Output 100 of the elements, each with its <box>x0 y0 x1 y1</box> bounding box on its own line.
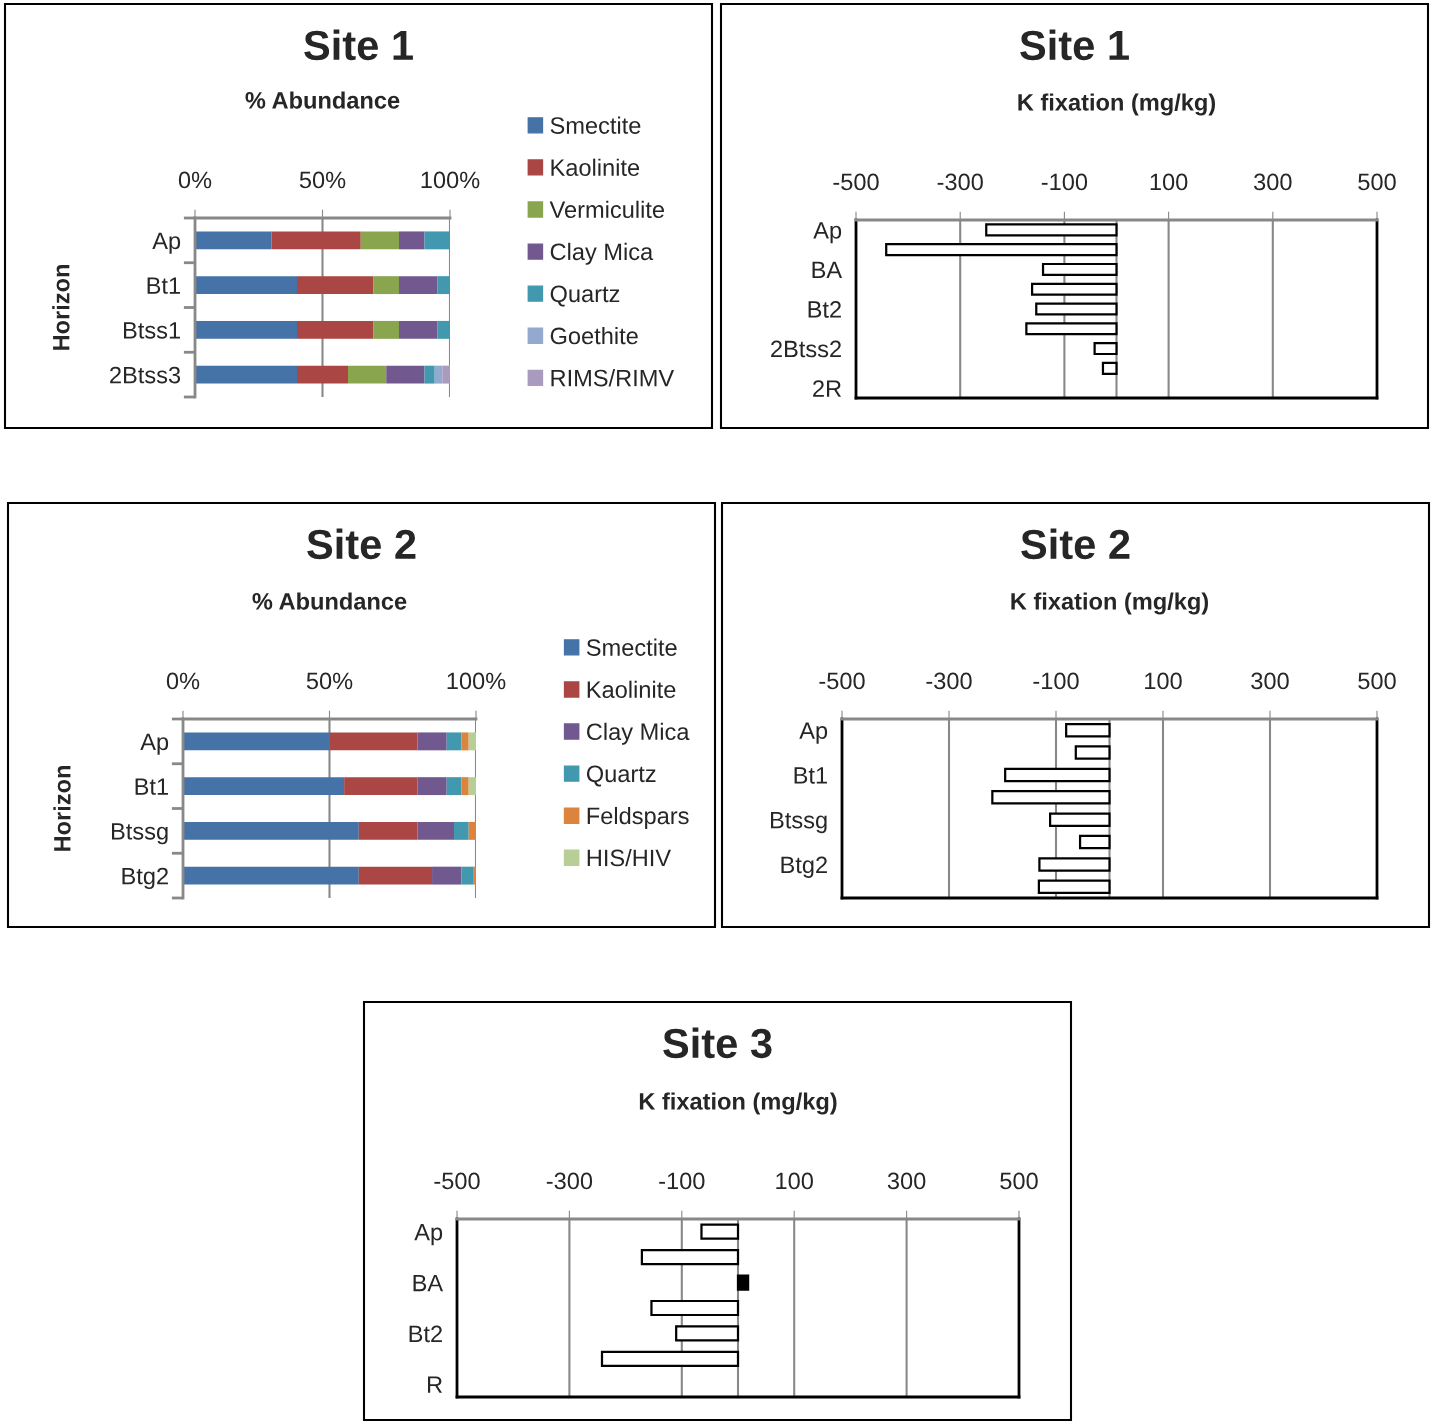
legend-label: Kaolinite <box>587 680 676 699</box>
legend-label: Smectite <box>586 638 677 656</box>
bar <box>373 276 399 295</box>
bar <box>424 365 435 384</box>
y-tick-label: BA <box>812 261 843 278</box>
bar <box>461 777 469 796</box>
bar <box>424 231 450 250</box>
bar <box>468 821 476 840</box>
x-tick-label: 100 <box>1145 672 1182 690</box>
legend-label: Clay Mica <box>587 722 690 745</box>
bar <box>183 821 359 840</box>
chart-title: Site 1 <box>304 29 413 61</box>
x-tick-label: -500 <box>434 1172 480 1190</box>
bar <box>373 320 399 339</box>
x-tick-label: 500 <box>1358 672 1396 690</box>
x-tick-label: -100 <box>1033 672 1079 690</box>
x-tick-label: -300 <box>926 672 972 690</box>
y-axis-title: Horizon <box>53 766 71 851</box>
chart-title: Site 2 <box>1021 528 1130 560</box>
y-tick-label: Ap <box>152 232 181 254</box>
x-axis-title: % Abundance <box>252 592 407 610</box>
y-tick-label: Ap <box>414 1224 443 1246</box>
legend-label: HIS/HIV <box>587 848 671 867</box>
legend-label: Quartz <box>586 765 656 787</box>
x-tick-label: 300 <box>887 1172 926 1190</box>
bar <box>358 866 433 885</box>
bar <box>195 320 297 339</box>
legend-label: Quartz <box>550 285 620 307</box>
y-tick-label: BA <box>413 1274 444 1292</box>
y-tick-label: Bt1 <box>147 277 180 294</box>
bar <box>348 365 387 384</box>
y-tick-label: Ap <box>799 722 828 744</box>
bar <box>437 276 450 295</box>
bar <box>344 777 418 796</box>
bar <box>399 276 438 295</box>
y-tick-label: Btssg <box>112 823 168 845</box>
bar <box>432 866 462 885</box>
y-tick-label: R <box>428 1376 443 1393</box>
x-tick-label: 300 <box>1254 173 1292 191</box>
y-tick-label: Btg2 <box>781 856 827 878</box>
x-tick-label: 100 <box>1150 173 1188 191</box>
bar <box>195 231 272 250</box>
bar <box>446 777 462 796</box>
bar <box>468 777 476 796</box>
bar <box>473 866 476 885</box>
bar <box>297 365 348 384</box>
bar <box>360 231 399 250</box>
legend-label: Vermiculite <box>549 200 664 219</box>
legend-label: Clay Mica <box>550 242 654 265</box>
y-tick-label: 2R <box>813 380 842 397</box>
legend-label: Smectite <box>550 116 641 134</box>
chart-title: Site 1 <box>1020 29 1129 61</box>
x-tick-label: 50% <box>306 672 353 690</box>
y-tick-label: Bt1 <box>794 767 827 784</box>
y-tick-label: Btg2 <box>122 867 168 890</box>
bar <box>437 320 450 339</box>
bar <box>195 276 297 295</box>
chart-title: Site 3 <box>663 1027 772 1059</box>
x-tick-label: -100 <box>1041 173 1088 191</box>
y-tick-label: Btssg <box>771 812 827 834</box>
bar <box>461 732 469 751</box>
legend-label: Goethite <box>550 326 638 345</box>
y-tick-label: Ap <box>140 733 169 755</box>
y-tick-label: 2Btss2 <box>771 340 841 358</box>
bar <box>183 777 345 796</box>
bar <box>297 276 374 295</box>
bar <box>195 365 297 384</box>
y-tick-label: Bt2 <box>409 1325 442 1343</box>
y-tick-label: Ap <box>813 222 842 244</box>
bar <box>446 732 462 751</box>
x-tick-label: 100 <box>776 1172 813 1190</box>
y-tick-label: 2Btss3 <box>110 366 181 384</box>
x-tick-label: 300 <box>1251 672 1289 690</box>
legend-label: RIMS/RIMV <box>551 369 675 387</box>
x-axis-title: K fixation (mg/kg) <box>1018 93 1216 116</box>
x-tick-label: 500 <box>1358 173 1396 191</box>
bar <box>434 365 443 384</box>
x-tick-label: 50% <box>299 171 346 189</box>
x-axis-title: K fixation (mg/kg) <box>1011 592 1209 615</box>
bar <box>386 365 425 384</box>
x-tick-label: -100 <box>659 1172 705 1190</box>
chart-title: Site 2 <box>307 528 416 560</box>
bar <box>399 320 438 339</box>
x-tick-label: 100% <box>447 672 506 690</box>
bar <box>454 821 469 840</box>
bar <box>417 732 447 751</box>
bar <box>417 821 455 840</box>
legend-label: Kaolinite <box>551 158 640 176</box>
bar <box>329 732 418 751</box>
legend-label: Feldspars <box>587 806 689 829</box>
y-tick-label: Bt2 <box>808 301 841 318</box>
x-tick-label: 0% <box>166 672 200 690</box>
y-tick-label: Bt1 <box>135 778 168 795</box>
x-tick-label: -300 <box>546 1172 593 1190</box>
bar <box>468 732 476 751</box>
bar <box>183 732 330 751</box>
bar <box>271 231 361 250</box>
x-tick-label: -300 <box>937 173 983 191</box>
bar <box>417 777 447 796</box>
x-axis-title: K fixation (mg/kg) <box>639 1092 837 1115</box>
